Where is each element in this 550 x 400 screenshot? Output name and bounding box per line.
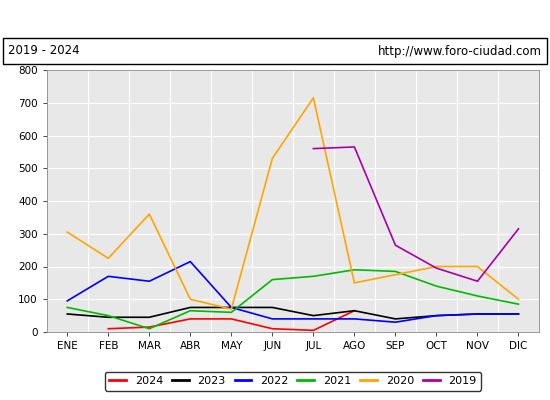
Text: 2019 - 2024: 2019 - 2024: [8, 44, 80, 58]
Text: http://www.foro-ciudad.com: http://www.foro-ciudad.com: [378, 44, 542, 58]
FancyBboxPatch shape: [3, 38, 547, 64]
Legend: 2024, 2023, 2022, 2021, 2020, 2019: 2024, 2023, 2022, 2021, 2020, 2019: [104, 372, 481, 390]
Text: Evolucion Nº Turistas Nacionales en el municipio de Tiétar: Evolucion Nº Turistas Nacionales en el m…: [47, 11, 503, 25]
